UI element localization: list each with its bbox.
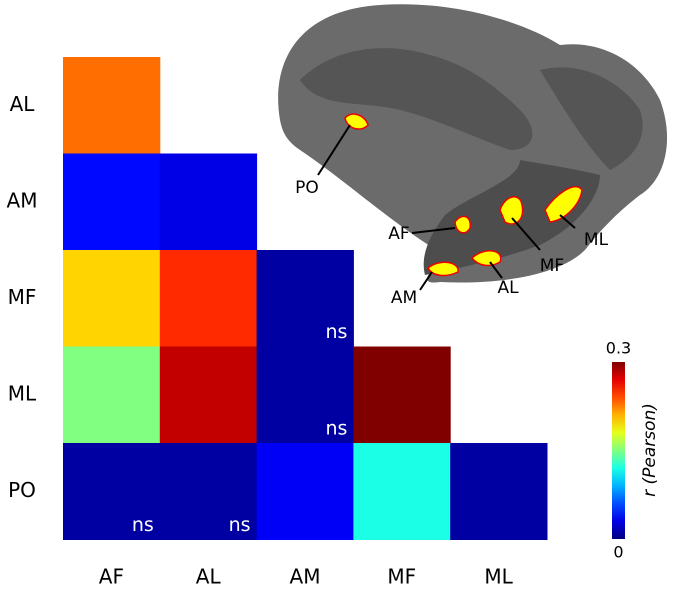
heat-cell: [63, 346, 161, 444]
inset-label: ML: [584, 230, 609, 250]
brain-inset: PO AF AM MF AL ML: [278, 4, 668, 308]
row-label: ML: [8, 381, 37, 405]
heat-cell: [256, 346, 354, 444]
heat-cell: [256, 443, 354, 540]
inset-label: AF: [388, 224, 409, 244]
heat-cell: [63, 250, 161, 347]
heat-cell: [353, 346, 451, 444]
row-label: PO: [8, 478, 36, 502]
heat-cell: [63, 153, 161, 251]
heat-cell: [256, 250, 354, 347]
column-label: AL: [196, 565, 222, 589]
heat-cell: [159, 443, 258, 540]
column-label: AF: [99, 565, 124, 589]
inset-label: PO: [295, 178, 319, 198]
row-label: AL: [10, 92, 36, 116]
column-label: MF: [387, 565, 416, 589]
cell-label: ns: [229, 514, 251, 536]
heat-cell: [63, 57, 161, 154]
inset-label: AM: [391, 288, 417, 308]
heat-cell: [353, 443, 451, 540]
cell-label: ns: [325, 321, 347, 343]
heat-cell: [450, 443, 548, 540]
colorbar: [612, 362, 625, 539]
column-label: ML: [484, 565, 513, 589]
colorbar-label: r (Pearson): [640, 403, 660, 497]
row-label: AM: [7, 188, 38, 212]
heat-cell: [159, 153, 258, 251]
inset-label: AL: [497, 278, 519, 298]
column-label: AM: [290, 565, 321, 589]
heat-cell: [63, 443, 161, 540]
colorbar-tick-label: 0.3: [606, 339, 631, 358]
colorbar-tick-label: 0: [613, 543, 623, 562]
heat-cell: [159, 346, 258, 444]
cell-label: ns: [132, 514, 154, 536]
cell-label: ns: [325, 418, 347, 440]
inset-label: MF: [540, 256, 564, 276]
heat-cell: [159, 250, 258, 347]
row-label: MF: [8, 285, 37, 309]
